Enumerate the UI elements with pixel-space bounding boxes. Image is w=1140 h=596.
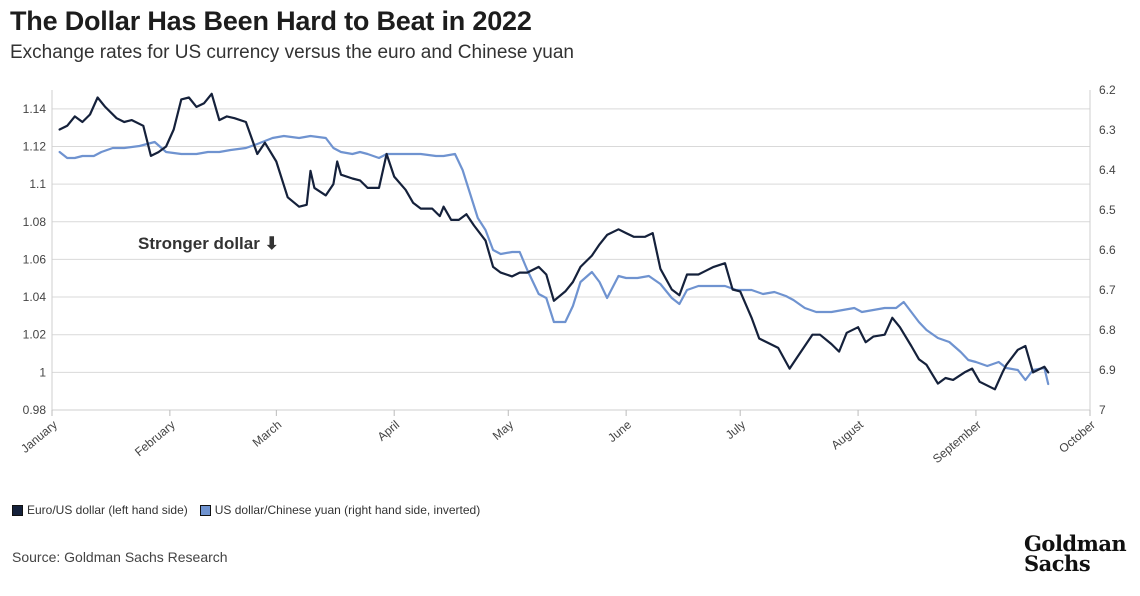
y-right-tick-label: 6.9: [1099, 363, 1116, 377]
x-tick-label: May: [490, 418, 516, 443]
source-note: Source: Goldman Sachs Research: [12, 549, 228, 565]
y-left-tick-label: 1.12: [23, 139, 47, 153]
legend-swatch-euro: [12, 504, 23, 516]
series-line-euro: [58, 92, 1050, 391]
y-right-tick-label: 6.4: [1099, 163, 1116, 177]
x-tick-label: February: [132, 418, 178, 460]
y-left-tick-label: 1.04: [23, 290, 47, 304]
y-left-tick-label: 1.06: [23, 252, 47, 266]
chart-legend: Euro/US dollar (left hand side) US dolla…: [12, 503, 492, 517]
y-left-tick-label: 0.98: [23, 403, 47, 417]
y-left-tick-label: 1.14: [23, 102, 47, 116]
y-right-tick-label: 6.7: [1099, 283, 1116, 297]
x-tick-label: January: [18, 418, 60, 456]
legend-label-yuan: US dollar/Chinese yuan (right hand side,…: [214, 503, 481, 517]
y-right-tick-label: 7: [1099, 403, 1106, 417]
y-right-tick-label: 6.2: [1099, 83, 1116, 97]
y-right-tick-label: 6.8: [1099, 323, 1116, 337]
legend-item-euro: Euro/US dollar (left hand side): [12, 503, 188, 517]
chart-subtitle: Exchange rates for US currency versus th…: [10, 42, 574, 63]
y-left-tick-label: 1.08: [23, 215, 47, 229]
goldman-sachs-logo: Goldman Sachs: [1024, 531, 1127, 576]
y-right-tick-label: 6.3: [1099, 123, 1116, 137]
y-left-tick-label: 1.1: [29, 177, 46, 191]
x-tick-label: August: [828, 417, 866, 452]
line-chart: 0.98 1 1.02 1.04 1.06 1.08 1.1 1.12 1.14 6.2 6.3 6.…: [18, 83, 1116, 466]
x-tick-label: October: [1056, 418, 1098, 456]
y-left-tick-label: 1.02: [23, 328, 47, 342]
annotation-stronger-dollar: Stronger dollar ⬇: [138, 234, 279, 253]
x-tick-label: June: [605, 417, 634, 445]
logo-line-1: Goldman: [1024, 531, 1127, 556]
legend-swatch-yuan: [199, 504, 211, 516]
x-tick-label: March: [250, 418, 285, 450]
y-right-tick-label: 6.6: [1099, 243, 1116, 257]
x-tick-label: April: [375, 418, 402, 444]
y-right-tick-label: 6.5: [1099, 203, 1116, 217]
logo-line-2: Sachs: [1024, 551, 1091, 576]
chart-title: The Dollar Has Been Hard to Beat in 2022: [10, 6, 532, 36]
y-left-tick-label: 1: [39, 365, 46, 379]
x-tick-label: September: [930, 418, 984, 466]
x-tick-label: July: [723, 418, 748, 442]
series-line-yuan: [58, 134, 1050, 386]
legend-label-euro: Euro/US dollar (left hand side): [27, 503, 188, 517]
legend-item-yuan: US dollar/Chinese yuan (right hand side,…: [199, 503, 481, 517]
